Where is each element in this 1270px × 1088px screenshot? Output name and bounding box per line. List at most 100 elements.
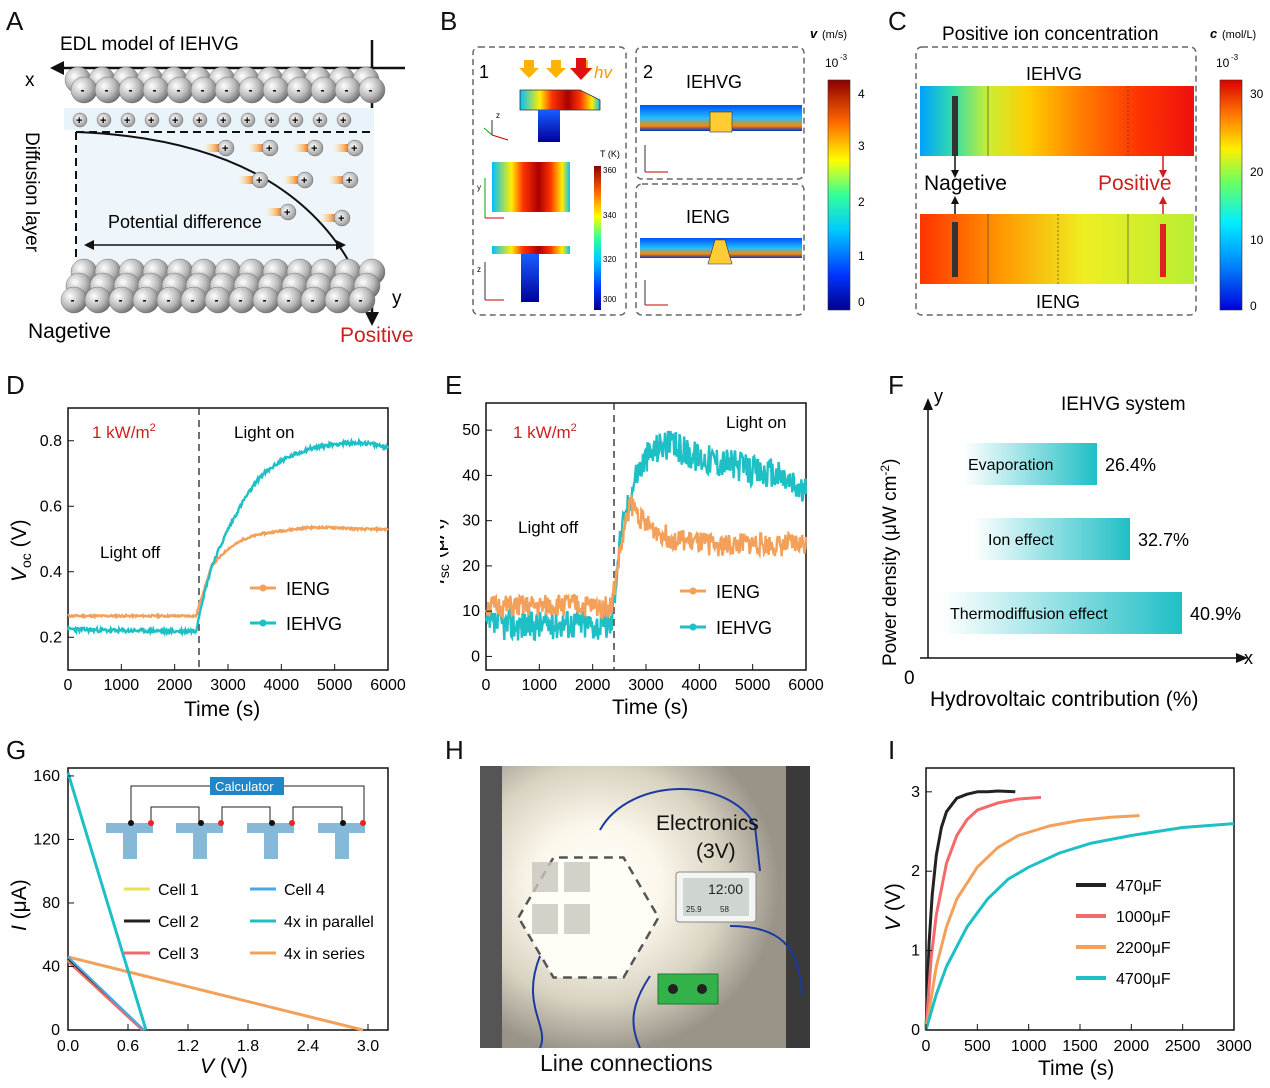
negative-charge: - — [71, 293, 75, 307]
negative-charge: - — [321, 83, 325, 97]
y-tick-label: 120 — [33, 831, 60, 848]
x-tick-label: 2500 — [1165, 1038, 1201, 1055]
top-electrode-balls: ------------- — [64, 66, 386, 104]
panel-a-x-label: x — [25, 70, 35, 91]
bar-1 — [974, 518, 1130, 560]
y-tick-label: 40 — [462, 467, 480, 484]
cation — [333, 209, 351, 227]
panel-d-xlabel: Time (s) — [184, 698, 260, 721]
legend-label: 2200μF — [1116, 940, 1171, 957]
y-tick-label: 0.6 — [40, 498, 62, 515]
positive-charge: + — [220, 115, 226, 127]
panel-f-y-arrow-label: y — [934, 386, 943, 406]
panel-b-sub1: 1 — [479, 62, 489, 82]
y-tick-label: 0.2 — [40, 629, 62, 646]
charging-curve-0 — [924, 789, 1016, 1031]
panel-a-y-label: y — [392, 288, 402, 309]
panel-h-device-photo: 12:00 25.9 58 Electronics (3V) — [480, 766, 810, 1048]
negative-charge: - — [249, 83, 253, 97]
negative-charge: - — [335, 293, 339, 307]
series-iehvg-line — [484, 430, 808, 642]
panel-c-c-unit: (mol/L) — [1222, 29, 1256, 41]
legend-d-iehvg: IEHVG — [286, 614, 342, 634]
bar-category-label: Ion effect — [988, 532, 1054, 549]
legend-e-ieng: IENG — [716, 582, 760, 602]
legend-e-iehvg: IEHVG — [716, 618, 772, 638]
legend-label: 1000μF — [1116, 909, 1171, 926]
positive-charge: + — [284, 207, 290, 219]
conc-tick: 30 — [1250, 87, 1264, 101]
panel-c-iehvg-label: IEHVG — [1026, 64, 1082, 84]
terminal-negative — [269, 820, 275, 826]
panel-f-title: IEHVG system — [1061, 394, 1186, 415]
negative-charge: - — [263, 293, 267, 307]
y-tick-label: 50 — [462, 422, 480, 439]
panel-g-ylabel: I (μA) — [8, 879, 31, 931]
legend-label: Cell 3 — [158, 946, 199, 963]
panel-i-charging-chart: 0 500 1000 1500 2000 2500 3000 0 1 2 3 470μF 1000μF… — [882, 767, 1252, 1080]
positive-charge: + — [346, 175, 352, 187]
velocity-tick: 2 — [858, 195, 865, 209]
panel-b-ieng-label: IENG — [686, 207, 730, 227]
x-tick-label: 1000 — [104, 677, 140, 694]
legend-label: 470μF — [1116, 878, 1162, 895]
cell-icon-top — [106, 823, 153, 833]
conc-tick: 20 — [1250, 165, 1264, 179]
velocity-tick: 4 — [858, 87, 865, 101]
panel-e-light-on: Light on — [726, 413, 787, 432]
terminal-negative — [340, 820, 346, 826]
negative-charge: - — [153, 83, 157, 97]
motion-trail — [293, 144, 309, 152]
negative-charge: - — [311, 293, 315, 307]
panel-label-d: D — [6, 370, 25, 400]
cation — [192, 112, 208, 128]
positive-charge: + — [124, 115, 130, 127]
cell-icon-stem — [264, 833, 278, 859]
diffusing-cations: + + + + + + + + + — [204, 139, 364, 227]
y-tick-label: 0.8 — [40, 433, 62, 450]
bar-value-label: 26.4% — [1105, 455, 1156, 475]
positive-charge: + — [340, 115, 346, 127]
panel-e-intensity: 1 kW/m2 — [513, 422, 577, 442]
positive-charge: + — [172, 115, 178, 127]
terminal-positive — [148, 820, 154, 826]
x-tick-label: 4000 — [682, 677, 718, 694]
negative-charge: - — [201, 83, 205, 97]
motion-trail — [333, 144, 349, 152]
axis-z: z — [496, 111, 500, 120]
panel-c-negative-label: Nagetive — [924, 172, 1007, 195]
series-ieng-line — [484, 495, 808, 621]
axis-y: y — [477, 183, 481, 192]
positive-charge: + — [301, 175, 307, 187]
x-tick-label: 0.0 — [57, 1038, 79, 1055]
x-tick-label: 0 — [482, 677, 491, 694]
legend-label: 4x in parallel — [284, 914, 374, 931]
panel-i-xlabel: Time (s) — [1038, 1057, 1114, 1080]
positive-charge: + — [196, 115, 202, 127]
panel-h-voltage-label: (3V) — [696, 840, 736, 863]
cell-icon-stem — [123, 833, 137, 859]
motion-trail — [266, 208, 282, 216]
cation — [264, 112, 280, 128]
positive-charge: + — [268, 115, 274, 127]
panel-label-c: C — [888, 6, 907, 36]
axis-z2: z — [477, 265, 481, 274]
cation — [251, 171, 269, 189]
panel-d-light-off: Light off — [100, 543, 160, 562]
negative-charge: - — [345, 83, 349, 97]
positive-charge: + — [338, 213, 344, 225]
x-tick-label: 3.0 — [357, 1038, 379, 1055]
cation — [240, 112, 256, 128]
y-tick-label: 160 — [33, 768, 60, 785]
y-tick-label: 2 — [911, 863, 920, 880]
cation — [312, 112, 328, 128]
x-tick-label: 1.2 — [177, 1038, 199, 1055]
negative-charge: - — [297, 83, 301, 97]
positive-charge: + — [222, 143, 228, 155]
negative-charge: - — [359, 293, 363, 307]
motion-trail — [328, 176, 344, 184]
bar-0 — [964, 443, 1097, 485]
negative-charge: - — [191, 293, 195, 307]
cell-icon-stem — [193, 833, 207, 859]
